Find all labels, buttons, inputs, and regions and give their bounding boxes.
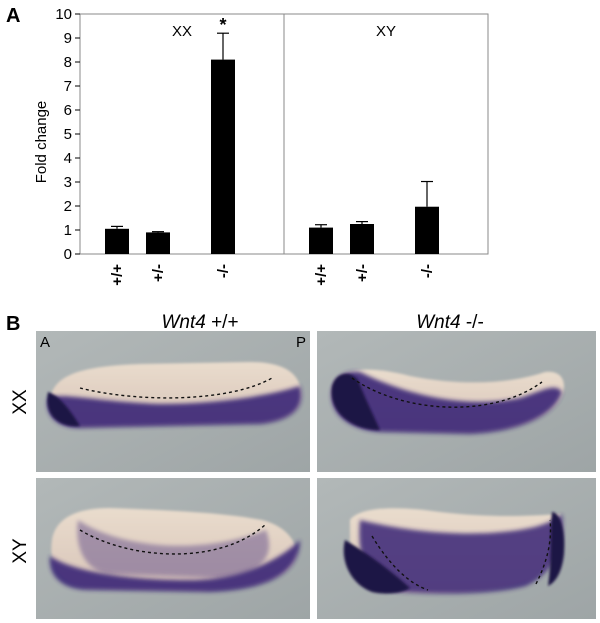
posterior-label: P [296,334,306,351]
category-label: +/- [354,264,371,282]
group-label: XY [376,23,396,40]
y-tick-label: 10 [55,6,72,23]
micrograph-xy-wildtype [36,478,310,619]
y-tick-label: 7 [64,78,72,95]
anterior-label: A [40,334,50,351]
bar [105,228,129,254]
y-tick-label: 1 [64,222,72,239]
row-label-xy: XY [10,538,31,564]
error-bars [111,32,433,233]
y-axis: 0 1 2 3 4 5 6 7 8 9 10 [55,6,80,263]
y-tick-label: 2 [64,198,72,215]
y-tick-label: 0 [64,246,72,263]
bar [309,227,333,254]
column-title-knockout: Wnt4 -/- [416,312,484,333]
category-label: +/+ [109,264,126,286]
gene-name: Wnt4 [416,312,460,333]
category-label: -/- [215,264,232,278]
bar [415,206,439,254]
micrograph-xx-knockout [317,331,596,472]
y-tick-label: 9 [64,30,72,47]
category-label: -/- [419,264,436,278]
gene-name: Wnt4 [161,312,205,333]
genotype: -/- [466,312,484,333]
panel-a-letter: A [6,5,20,27]
category-label: +/+ [313,264,330,286]
micrograph-xy-knockout [317,478,596,619]
y-tick-label: 3 [64,174,72,191]
genotype: +/+ [211,312,238,333]
bar [211,59,235,254]
y-tick-label: 4 [64,150,72,167]
column-title-wildtype: Wnt4 +/+ [161,312,238,333]
bar [146,232,170,254]
group-labels: XX XY [172,23,396,40]
category-label: +/- [150,264,167,282]
y-axis-label: Fold change [33,101,50,184]
group-label: XX [172,23,192,40]
bar-chart: 0 1 2 3 4 5 6 7 8 9 10 XX XY +/+ +/- -/- +/+ +/- -/- * [55,6,489,286]
y-tick-label: 8 [64,54,72,71]
bar [350,224,374,254]
micrograph-xx-wildtype: A P [36,331,310,472]
significance-marks: * [219,15,226,35]
significance-star: * [219,15,226,35]
y-tick-label: 6 [64,102,72,119]
category-labels: +/+ +/- -/- +/+ +/- -/- [109,264,436,286]
y-tick-label: 5 [64,126,72,143]
panel-b-letter: B [6,313,20,335]
row-label-xx: XX [10,389,31,415]
bars [105,59,439,254]
